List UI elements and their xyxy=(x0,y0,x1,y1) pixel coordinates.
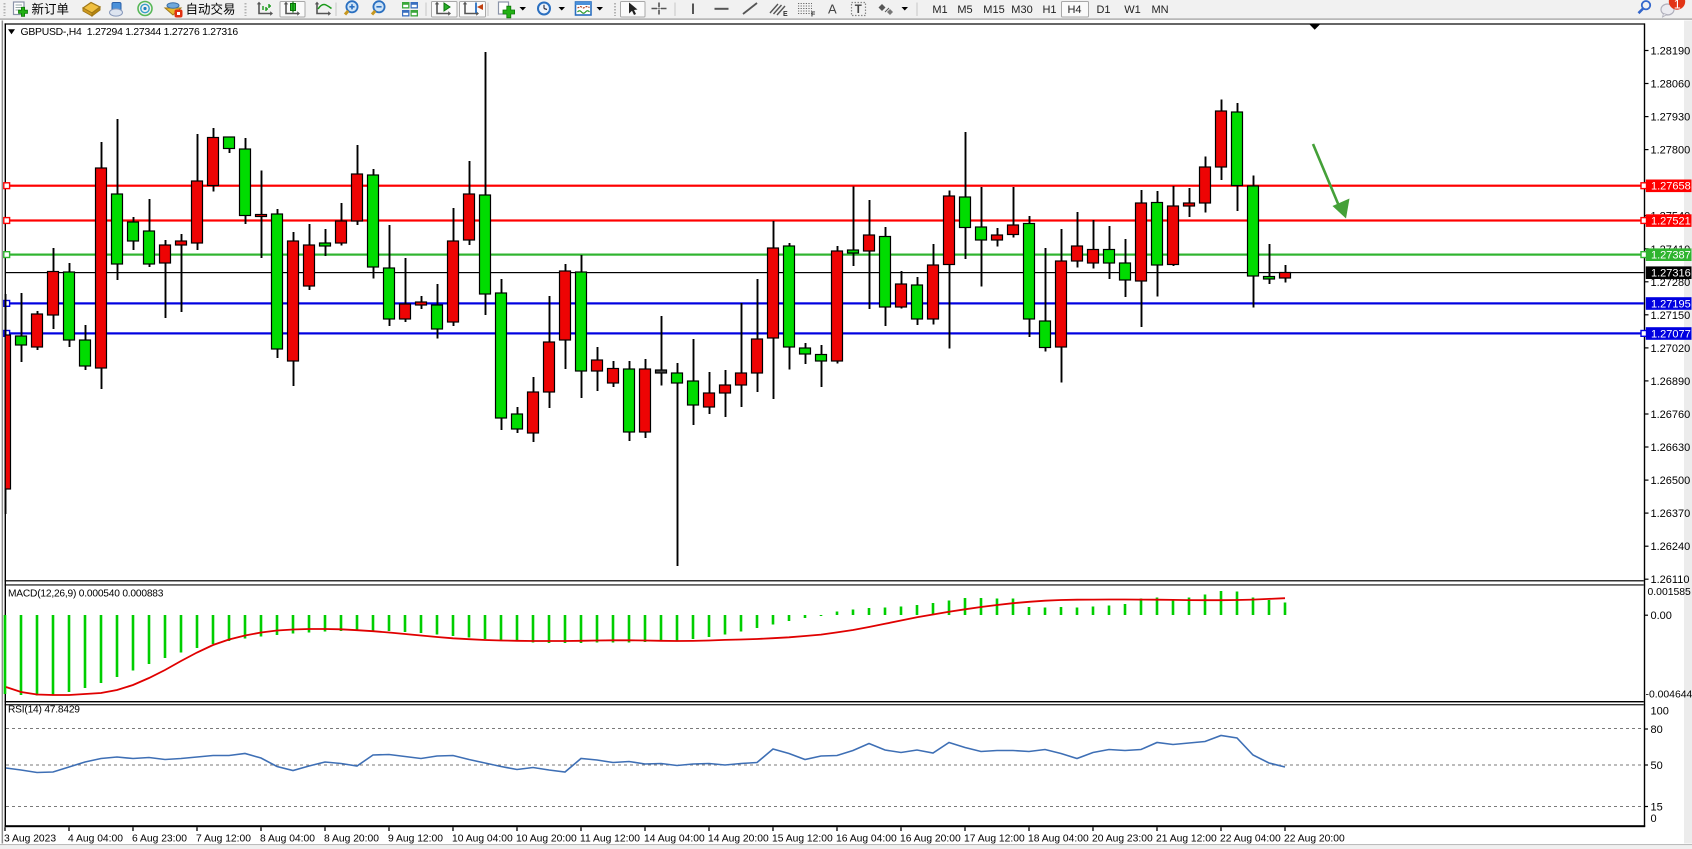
svg-text:M5: M5 xyxy=(957,4,972,16)
svg-text:1.27658: 1.27658 xyxy=(1651,181,1691,193)
svg-text:9 Aug 12:00: 9 Aug 12:00 xyxy=(388,833,443,844)
svg-text:W1: W1 xyxy=(1124,4,1141,16)
svg-text:T: T xyxy=(855,4,862,16)
svg-text:8 Aug 04:00: 8 Aug 04:00 xyxy=(260,833,315,844)
svg-text:1.26500: 1.26500 xyxy=(1651,475,1691,487)
svg-text:100: 100 xyxy=(1651,706,1669,718)
svg-text:11 Aug 12:00: 11 Aug 12:00 xyxy=(580,833,640,844)
svg-text:自动交易: 自动交易 xyxy=(186,2,236,17)
svg-text:16 Aug 20:00: 16 Aug 20:00 xyxy=(900,833,961,844)
svg-text:RSI(14) 47.8429: RSI(14) 47.8429 xyxy=(8,704,80,715)
svg-text:1.27280: 1.27280 xyxy=(1651,277,1691,289)
svg-text:E: E xyxy=(783,11,788,18)
svg-text:50: 50 xyxy=(1651,760,1663,772)
svg-text:H1: H1 xyxy=(1042,4,1056,16)
svg-text:15: 15 xyxy=(1651,802,1663,814)
svg-text:1.27077: 1.27077 xyxy=(1651,328,1691,340)
svg-text:1.28060: 1.28060 xyxy=(1651,79,1691,91)
svg-text:22 Aug 04:00: 22 Aug 04:00 xyxy=(1220,833,1281,844)
svg-text:A: A xyxy=(828,2,837,17)
svg-text:GBPUSD-,H4 1.27294 1.27344 1.: GBPUSD-,H4 1.27294 1.27344 1.27276 1.273… xyxy=(21,27,239,38)
svg-text:1.27800: 1.27800 xyxy=(1651,145,1691,157)
svg-text:10 Aug 04:00: 10 Aug 04:00 xyxy=(452,833,513,844)
svg-text:22 Aug 20:00: 22 Aug 20:00 xyxy=(1284,833,1345,844)
svg-text:M15: M15 xyxy=(983,4,1004,16)
svg-text:1.27521: 1.27521 xyxy=(1651,216,1691,228)
svg-text:80: 80 xyxy=(1651,724,1663,736)
svg-text:7 Aug 12:00: 7 Aug 12:00 xyxy=(196,833,251,844)
svg-text:18 Aug 04:00: 18 Aug 04:00 xyxy=(1028,833,1089,844)
svg-text:1.26370: 1.26370 xyxy=(1651,508,1691,520)
svg-text:10 Aug 20:00: 10 Aug 20:00 xyxy=(516,833,577,844)
svg-text:1.27387: 1.27387 xyxy=(1651,250,1691,262)
svg-text:1.26760: 1.26760 xyxy=(1651,409,1691,421)
svg-text:MACD(12,26,9) 0.000540 0.00088: MACD(12,26,9) 0.000540 0.000883 xyxy=(8,588,164,599)
svg-text:1.28190: 1.28190 xyxy=(1651,46,1691,58)
svg-text:1: 1 xyxy=(1674,0,1681,11)
svg-text:6 Aug 23:00: 6 Aug 23:00 xyxy=(132,833,187,844)
svg-text:17 Aug 12:00: 17 Aug 12:00 xyxy=(964,833,1025,844)
svg-text:1.26890: 1.26890 xyxy=(1651,376,1691,388)
svg-text:1.27930: 1.27930 xyxy=(1651,112,1691,124)
svg-text:-0.004644: -0.004644 xyxy=(1646,689,1692,700)
svg-text:M30: M30 xyxy=(1011,4,1032,16)
svg-text:1.27316: 1.27316 xyxy=(1651,268,1691,280)
svg-text:3 Aug 2023: 3 Aug 2023 xyxy=(4,833,56,844)
svg-text:F: F xyxy=(811,12,816,19)
svg-text:D1: D1 xyxy=(1096,4,1110,16)
svg-text:0.001585: 0.001585 xyxy=(1648,587,1692,598)
svg-text:20 Aug 23:00: 20 Aug 23:00 xyxy=(1092,833,1153,844)
svg-text:新订单: 新订单 xyxy=(32,2,70,17)
svg-text:1.26630: 1.26630 xyxy=(1651,442,1691,454)
svg-text:4 Aug 04:00: 4 Aug 04:00 xyxy=(68,833,123,844)
svg-text:1.27020: 1.27020 xyxy=(1651,343,1691,355)
svg-text:0.00: 0.00 xyxy=(1651,610,1672,622)
svg-text:1.27195: 1.27195 xyxy=(1651,298,1691,310)
svg-text:8 Aug 20:00: 8 Aug 20:00 xyxy=(324,833,379,844)
svg-text:15 Aug 12:00: 15 Aug 12:00 xyxy=(772,833,833,844)
svg-text:0: 0 xyxy=(1651,813,1657,825)
svg-text:M1: M1 xyxy=(932,4,947,16)
svg-text:14 Aug 20:00: 14 Aug 20:00 xyxy=(708,833,769,844)
svg-text:1.26240: 1.26240 xyxy=(1651,541,1691,553)
svg-text:H4: H4 xyxy=(1067,4,1081,16)
svg-text:14 Aug 04:00: 14 Aug 04:00 xyxy=(644,833,705,844)
svg-text:1.26110: 1.26110 xyxy=(1651,574,1690,586)
svg-text:MN: MN xyxy=(1151,4,1168,16)
svg-text:1.27150: 1.27150 xyxy=(1651,310,1691,322)
svg-text:21 Aug 12:00: 21 Aug 12:00 xyxy=(1156,833,1217,844)
svg-text:16 Aug 04:00: 16 Aug 04:00 xyxy=(836,833,897,844)
